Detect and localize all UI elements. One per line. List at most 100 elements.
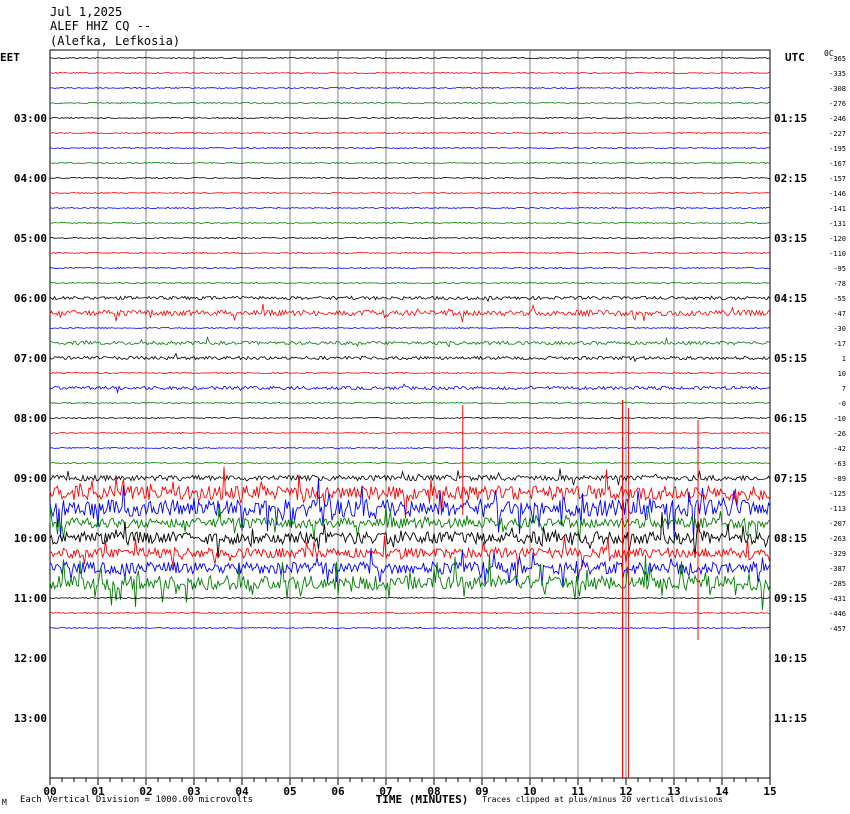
trace-offset-label: -78	[833, 280, 846, 288]
clip-note: Traces clipped at plus/minus 20 vertical…	[482, 795, 723, 804]
seismogram-trace	[49, 547, 771, 588]
seismogram-trace	[49, 335, 771, 348]
trace-offset-label: -113	[829, 505, 846, 513]
left-hour-label: 09:00	[14, 472, 47, 485]
vertical-division-note: Each Vertical Division = 1000.00 microvo…	[20, 795, 253, 805]
trace-offset-label: -263	[829, 535, 846, 543]
trace-offset-label: -131	[829, 220, 846, 228]
offset-column-header: 0C	[824, 49, 834, 58]
header-station: ALEF HHZ CQ --	[50, 19, 152, 33]
seismogram-trace	[49, 466, 771, 519]
x-tick-label: 05	[283, 785, 296, 798]
seismogram-trace	[49, 554, 771, 610]
plot-frame	[49, 49, 771, 779]
trace-offset-label: -89	[833, 475, 846, 483]
seismogram-trace	[49, 101, 771, 105]
right-hour-label: 08:15	[774, 532, 807, 545]
seismogram-trace	[49, 236, 771, 240]
trace-offset-label: -457	[829, 625, 846, 633]
x-tick-label: 03	[187, 785, 200, 798]
left-hour-label: 13:00	[14, 712, 47, 725]
seismogram-trace	[49, 626, 771, 630]
seismogram-trace	[49, 303, 771, 323]
trace-offset-label: -110	[829, 250, 846, 258]
x-tick-label: 12	[619, 785, 632, 798]
seismogram-trace	[49, 146, 771, 150]
left-hour-label: 07:00	[14, 352, 47, 365]
seismogram-trace	[49, 401, 771, 405]
trace-offset-label: -10	[833, 415, 846, 423]
trace-offset-label: 1	[842, 355, 846, 363]
x-tick-label: 08	[427, 785, 440, 798]
x-tick-label: 15	[763, 785, 776, 798]
x-tick-label: 02	[139, 785, 152, 798]
seismogram-trace	[49, 191, 771, 195]
seismogram-trace	[49, 512, 771, 559]
x-tick-label: 01	[91, 785, 105, 798]
seismogram-trace	[49, 221, 771, 225]
seismogram-trace	[49, 266, 771, 270]
right-hour-label: 04:15	[774, 292, 807, 305]
trace-offset-label: -446	[829, 610, 846, 618]
seismogram-trace	[49, 611, 771, 615]
x-tick-label: 00	[43, 785, 56, 798]
trace-offset-label: -30	[833, 325, 846, 333]
x-axis-label: TIME (MINUTES)	[376, 793, 469, 806]
x-tick-label: 14	[715, 785, 729, 798]
trace-offset-label: -246	[829, 115, 846, 123]
right-hour-label: 01:15	[774, 112, 807, 125]
seismogram-trace	[49, 206, 770, 210]
trace-offset-label: -42	[833, 445, 846, 453]
seismogram-trace	[49, 535, 771, 568]
trace-offset-label: -387	[829, 565, 846, 573]
header-location: (Alefka, Lefkosia)	[50, 34, 181, 48]
seismogram-trace	[49, 56, 771, 60]
trace-offset-label: 10	[838, 370, 846, 378]
seismogram-trace	[49, 416, 770, 420]
trace-offset-label: -167	[829, 160, 846, 168]
seismogram-trace	[49, 116, 770, 120]
seismogram-trace	[49, 71, 771, 75]
trace-offset-label: -335	[829, 70, 846, 78]
seismogram-trace	[49, 596, 771, 600]
trace-offset-label: -17	[833, 340, 846, 348]
x-tick-label: 10	[523, 785, 536, 798]
right-hour-label: 05:15	[774, 352, 807, 365]
trace-offset-label: 7	[842, 385, 846, 393]
trace-offset-label: -207	[829, 520, 846, 528]
seismogram-trace	[49, 468, 771, 486]
trace-offset-label: -141	[829, 205, 846, 213]
right-hour-label: 03:15	[774, 232, 807, 245]
x-tick-label: 09	[475, 785, 488, 798]
trace-offset-label: -0	[838, 400, 846, 408]
x-tick-label: 06	[331, 785, 345, 798]
trace-offset-label: -146	[829, 190, 846, 198]
seismogram-trace	[49, 431, 771, 435]
trace-offset-label: -47	[833, 310, 846, 318]
left-hour-label: 08:00	[14, 412, 47, 425]
trace-offset-label: -95	[833, 265, 846, 273]
left-hour-label: 12:00	[14, 652, 47, 665]
trace-offset-label: -285	[829, 580, 846, 588]
trace-offset-label: -157	[829, 175, 846, 183]
seismogram-trace	[49, 326, 771, 330]
trace-offset-label: -195	[829, 145, 846, 153]
trace-offset-label: -308	[829, 85, 846, 93]
seismogram-trace	[49, 295, 771, 303]
left-hour-label: 11:00	[14, 592, 47, 605]
right-hour-label: 02:15	[774, 172, 807, 185]
corner-mark: M	[2, 798, 7, 807]
right-hour-label: 10:15	[774, 652, 807, 665]
left-hour-label: 03:00	[14, 112, 47, 125]
seismogram-trace	[49, 503, 771, 541]
left-hour-label: 05:00	[14, 232, 47, 245]
trace-offset-label: -329	[829, 550, 846, 558]
left-timezone-label: EET	[0, 51, 20, 64]
right-hour-label: 09:15	[774, 592, 807, 605]
trace-offset-label: -431	[829, 595, 846, 603]
right-hour-label: 11:15	[774, 712, 807, 725]
x-tick-label: 04	[235, 785, 249, 798]
seismogram-trace	[49, 383, 771, 394]
seismogram-trace	[49, 461, 771, 465]
seismogram-trace	[49, 371, 771, 375]
